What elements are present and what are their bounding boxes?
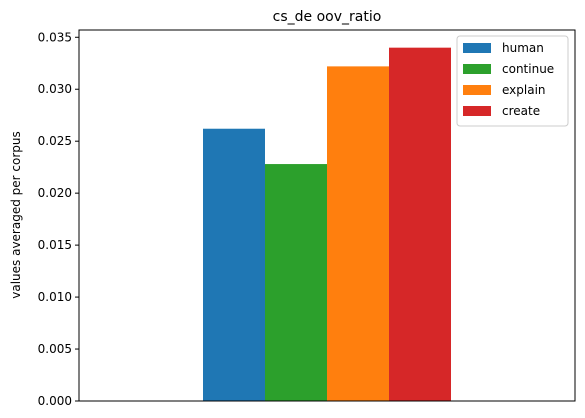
legend-swatch-explain — [463, 85, 491, 95]
bar-create — [389, 47, 451, 402]
legend-swatch-human — [463, 43, 491, 53]
plot-frame — [78, 29, 576, 402]
legend-label-human: human — [502, 41, 544, 55]
y-tick-label: 0.000 — [38, 394, 72, 408]
y-tick-label: 0.025 — [38, 134, 72, 148]
y-tick-label: 0.020 — [38, 186, 72, 200]
bar-continue — [265, 164, 327, 401]
bar-human — [203, 128, 265, 401]
y-tick-label: 0.015 — [38, 238, 72, 252]
y-tick-label: 0.035 — [38, 30, 72, 44]
y-tick-label: 0.030 — [38, 82, 72, 96]
legend: human continue explain create — [456, 35, 569, 127]
y-tick-label: 0.010 — [38, 290, 72, 304]
legend-swatch-create — [463, 106, 491, 116]
y-axis-label: values averaged per corpus — [9, 131, 23, 299]
bars-group — [203, 47, 451, 402]
bar-explain — [327, 66, 389, 401]
chart-title: cs_de oov_ratio — [273, 9, 382, 25]
legend-swatch-continue — [463, 64, 491, 74]
y-tick-label: 0.005 — [38, 342, 72, 356]
legend-label-create: create — [502, 104, 540, 118]
legend-frame — [456, 35, 569, 127]
legend-label-explain: explain — [502, 83, 546, 97]
y-axis-ticks: 0.000 0.005 0.010 0.015 0.020 0.025 0.030 0.035 — [38, 30, 79, 408]
legend-label-continue: continue — [502, 62, 554, 76]
